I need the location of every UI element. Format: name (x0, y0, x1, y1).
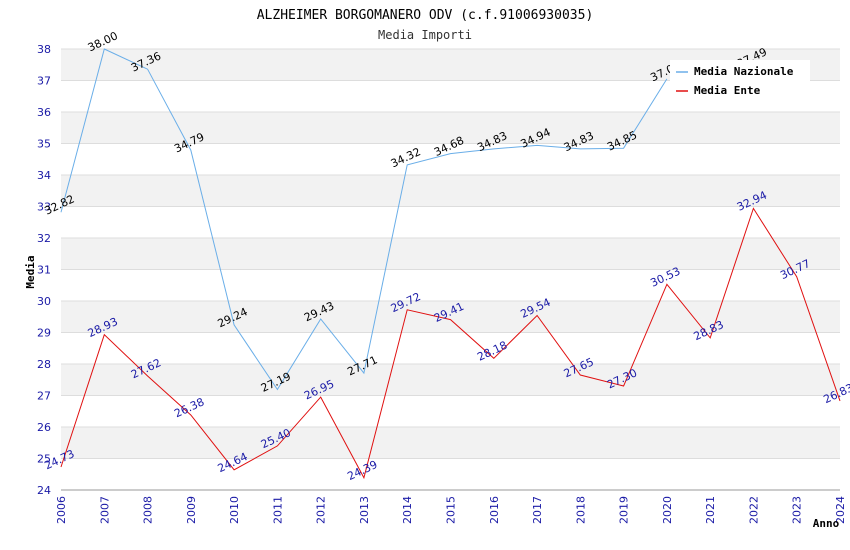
x-tick-label: 2009 (185, 496, 198, 524)
y-tick-label: 25 (37, 453, 51, 466)
legend: Media Nazionale Media Ente (670, 60, 810, 102)
data-label-ente: 24.73 (42, 447, 76, 472)
y-tick-label: 28 (37, 358, 51, 371)
grid-bands (61, 48, 840, 491)
grid-band (61, 427, 840, 459)
x-tick-label: 2018 (574, 496, 587, 524)
data-label-ente: 26.38 (172, 395, 206, 420)
x-tick-label: 2013 (358, 496, 371, 524)
y-axis-label: Media (24, 255, 37, 288)
x-tick-label: 2007 (98, 496, 111, 524)
series-lines (60, 48, 841, 480)
data-label-nazionale: 34.32 (389, 145, 423, 170)
grid-band (61, 238, 840, 270)
y-tick-label: 38 (37, 43, 51, 56)
y-tick-label: 26 (37, 421, 51, 434)
y-tick-label: 32 (37, 232, 51, 245)
legend-box (670, 60, 810, 102)
x-axis-ticks: 2006 2007 2008 2009 2010 2011 2012 2013 2014 2015… (55, 496, 847, 524)
x-tick-label: 2012 (315, 496, 328, 524)
data-label-nazionale: 32.82 (42, 192, 76, 217)
y-tick-label: 34 (37, 169, 51, 182)
data-label-ente: 24.39 (345, 458, 379, 483)
legend-label-nazionale: Media Nazionale (694, 65, 794, 78)
x-tick-label: 2008 (142, 496, 155, 524)
chart-subtitle: Media Importi (378, 28, 472, 42)
grid-band (61, 175, 840, 207)
x-tick-label: 2014 (401, 496, 414, 524)
x-tick-label: 2022 (747, 496, 760, 524)
x-tick-label: 2021 (704, 496, 717, 524)
x-tick-label: 2010 (228, 496, 241, 524)
grid-band (61, 112, 840, 144)
series-line-nazionale (60, 48, 668, 391)
y-tick-label: 27 (37, 390, 51, 403)
y-tick-label: 37 (37, 75, 51, 88)
y-tick-label: 36 (37, 106, 51, 119)
x-tick-label: 2016 (488, 496, 501, 524)
grid-band (61, 301, 840, 333)
x-tick-label: 2011 (271, 496, 284, 524)
x-tick-label: 2006 (55, 496, 68, 524)
y-tick-label: 24 (37, 484, 51, 497)
y-tick-label: 35 (37, 138, 51, 151)
x-tick-label: 2017 (531, 496, 544, 524)
y-tick-label: 29 (37, 327, 51, 340)
x-tick-label: 2019 (618, 496, 631, 524)
y-tick-label: 30 (37, 295, 51, 308)
y-axis-ticks: 24 25 26 27 28 29 30 31 32 33 34 35 36 37 38 (37, 43, 51, 497)
data-label-ente: 28.18 (475, 339, 509, 364)
grid-band (61, 364, 840, 396)
legend-label-ente: Media Ente (694, 84, 761, 97)
x-tick-label: 2023 (791, 496, 804, 524)
x-tick-label: 2020 (661, 496, 674, 524)
x-tick-label: 2024 (834, 496, 847, 524)
x-tick-label: 2015 (445, 496, 458, 524)
y-tick-label: 33 (37, 201, 51, 214)
series-line-ente (60, 207, 841, 480)
x-axis-label: Anno (813, 517, 840, 530)
chart-title: ALZHEIMER BORGOMANERO ODV (c.f.910069300… (257, 8, 594, 23)
y-tick-label: 31 (37, 264, 51, 277)
